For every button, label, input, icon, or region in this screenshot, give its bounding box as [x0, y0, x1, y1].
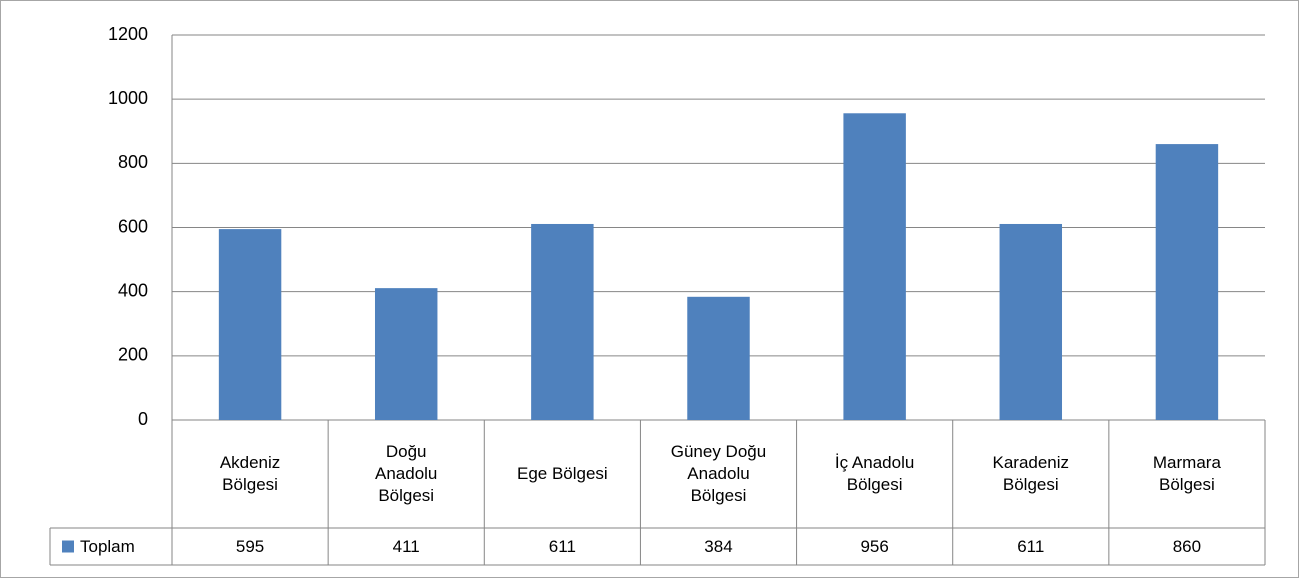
x-tick-label: İç Anadolu Bölgesi [797, 420, 953, 528]
table-value: 611 [484, 528, 640, 565]
bar [843, 113, 906, 421]
x-tick-label-text: Doğu Anadolu Bölgesi [375, 442, 438, 505]
y-tick-label: 600 [118, 216, 148, 236]
x-tick-label: Ege Bölgesi [484, 420, 640, 528]
y-tick-label: 0 [138, 409, 148, 429]
bar [1155, 144, 1219, 421]
table-value: 411 [328, 528, 484, 565]
legend-swatch [62, 540, 74, 553]
y-tick-label: 200 [118, 345, 148, 365]
x-tick-label: Karadeniz Bölgesi [953, 420, 1109, 528]
table-value-text: 956 [860, 536, 889, 556]
x-tick-label-text: Akdeniz Bölgesi [219, 453, 281, 494]
x-tick-label-text: Güney Doğu Anadolu Bölgesi [670, 442, 767, 505]
table-value-text: 860 [1172, 536, 1202, 556]
table-value-text: 595 [235, 536, 265, 556]
table-value: 595 [172, 528, 328, 565]
x-tick-label: Akdeniz Bölgesi [172, 420, 328, 528]
x-tick-label: Doğu Anadolu Bölgesi [328, 420, 484, 528]
y-tick-label: 1000 [108, 88, 148, 108]
y-tick-label: 400 [118, 280, 148, 300]
x-tick-label-text: Marmara Bölgesi [1152, 453, 1221, 494]
bar [531, 223, 594, 420]
table-value-text: 611 [548, 536, 576, 556]
table-value: 860 [1109, 528, 1265, 565]
legend-label: Toplam [80, 537, 135, 556]
table-value: 956 [797, 528, 953, 565]
bar [218, 229, 282, 420]
table-value-text: 411 [392, 536, 420, 556]
bar [999, 223, 1063, 420]
table-value-text: 611 [1017, 536, 1045, 556]
x-tick-label-text: Karadeniz Bölgesi [992, 453, 1070, 494]
x-tick-label-text: Ege Bölgesi [516, 464, 608, 483]
bar [374, 288, 438, 420]
table-value: 611 [953, 528, 1109, 565]
y-tick-label: 1200 [108, 24, 148, 44]
y-tick-label: 800 [118, 152, 148, 172]
x-tick-label: Marmara Bölgesi [1109, 420, 1265, 528]
x-tick-label: Güney Doğu Anadolu Bölgesi [640, 420, 796, 528]
bar [687, 296, 750, 420]
x-tick-label-text: İç Anadolu Bölgesi [834, 453, 915, 494]
table-value-text: 384 [704, 536, 733, 556]
table-value: 384 [640, 528, 796, 565]
